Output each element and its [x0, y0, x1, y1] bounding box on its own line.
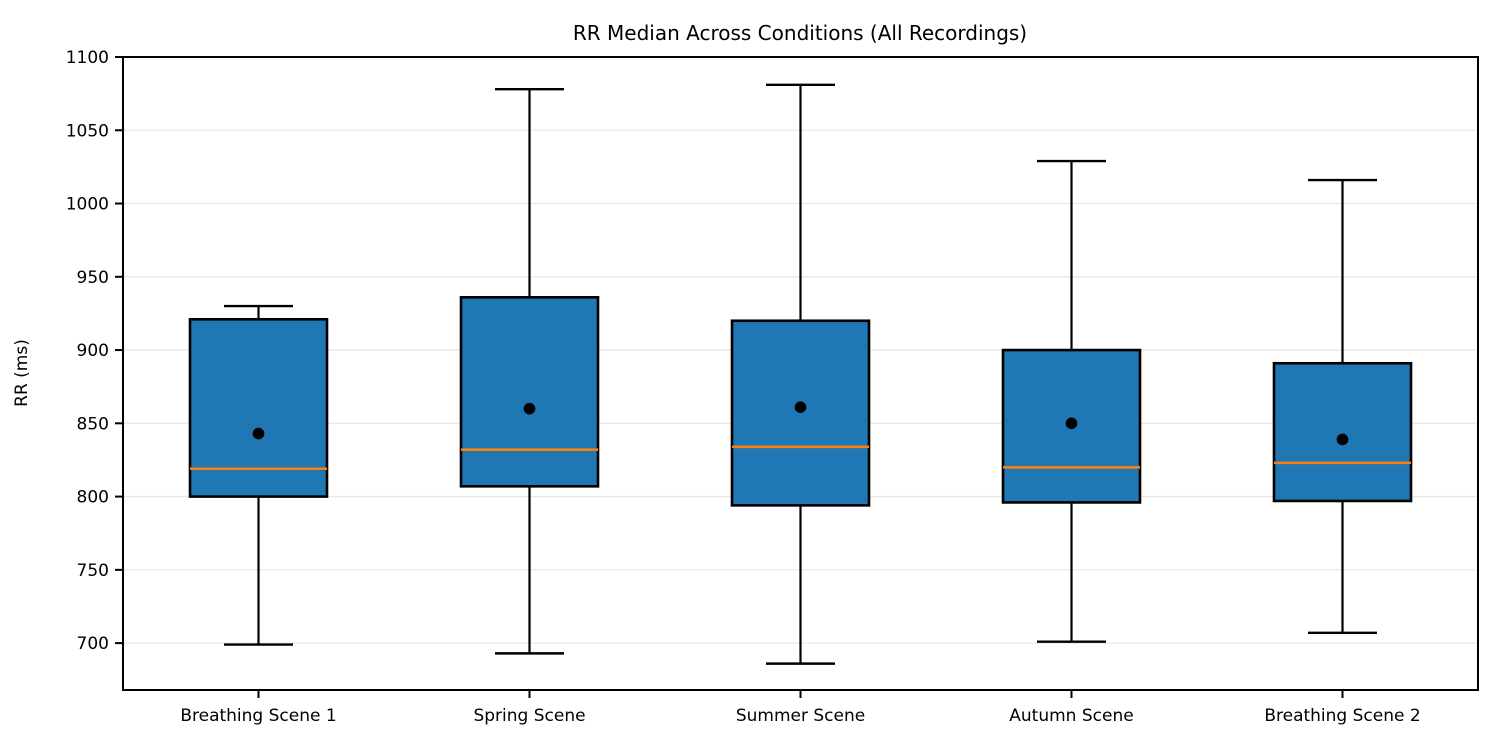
y-tick-label: 850	[77, 414, 109, 434]
x-tick-label: Breathing Scene 1	[180, 706, 336, 726]
mean-marker	[1336, 433, 1349, 446]
box-layer	[188, 83, 1413, 665]
box-group-2	[459, 88, 600, 655]
y-tick-label: 1100	[66, 48, 109, 68]
mean-marker	[794, 401, 807, 414]
mean-marker	[252, 427, 265, 440]
y-tick-label: 1050	[66, 121, 109, 141]
box-group-5	[1272, 178, 1413, 635]
iqr-box	[730, 319, 871, 507]
x-tick-label: Spring Scene	[473, 706, 585, 726]
y-tick-label: 1000	[66, 195, 109, 215]
y-tick-label: 900	[77, 341, 109, 361]
box-group-1	[188, 304, 329, 646]
mean-marker	[523, 402, 536, 415]
iqr-box	[459, 296, 600, 488]
y-axis-label: RR (ms)	[12, 339, 32, 407]
box-group-3	[730, 83, 871, 665]
x-tick-label: Breathing Scene 2	[1264, 706, 1420, 726]
y-tick-label: 950	[77, 268, 109, 288]
x-tick-label: Summer Scene	[736, 706, 865, 726]
iqr-box	[1272, 361, 1413, 503]
chart-title: RR Median Across Conditions (All Recordi…	[573, 21, 1027, 45]
axis-layer: 700 750 800 850 900 950 1000 1050 1100 Breathing …	[66, 48, 1479, 726]
iqr-box	[188, 317, 329, 498]
y-tick-label: 800	[77, 488, 109, 508]
box-group-4	[1001, 159, 1142, 643]
x-tick-label: Autumn Scene	[1009, 706, 1133, 726]
mean-marker	[1065, 417, 1078, 430]
y-tick-label: 700	[77, 634, 109, 654]
y-tick-label: 750	[77, 561, 109, 581]
